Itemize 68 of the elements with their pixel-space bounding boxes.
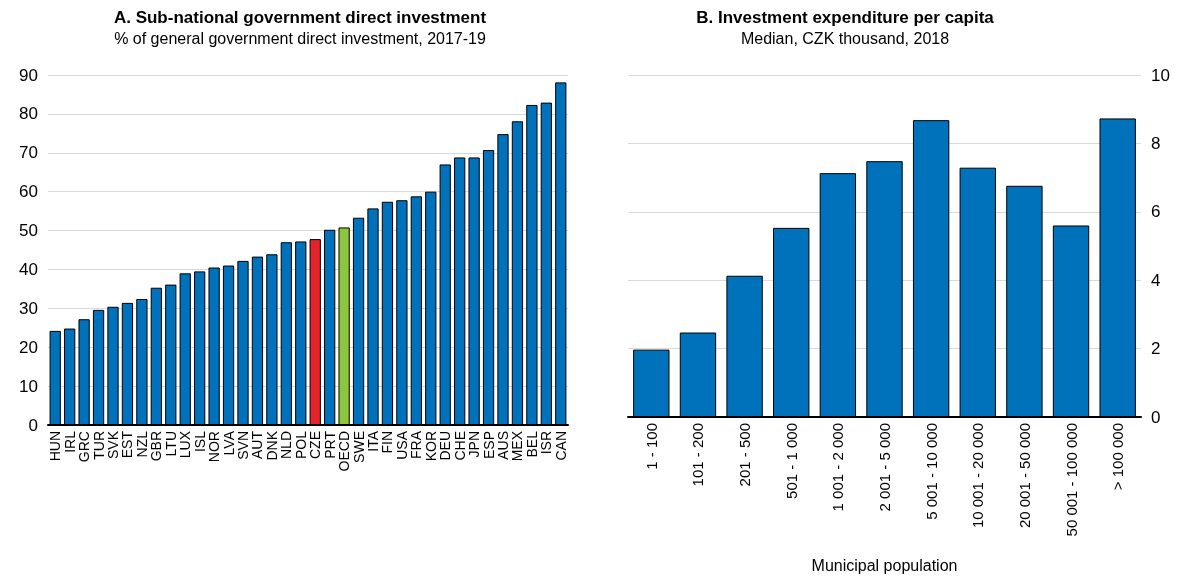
x-tick-label: FRA: [408, 430, 425, 459]
x-tick-label: DNK: [263, 430, 280, 461]
x-tick-label: FIN: [379, 431, 396, 454]
y-tick-label: 10: [19, 376, 38, 396]
y-tick-label: 20: [19, 337, 38, 357]
x-tick-label: GRC: [76, 431, 93, 463]
y2-tick-label: 10: [1151, 65, 1170, 85]
x-tick-label: 1 001 - 2 000: [829, 423, 847, 512]
x-tick-label: LTU: [162, 431, 179, 457]
x-tick-label: MEX: [509, 430, 526, 462]
x-tick-label: OECD: [336, 431, 353, 472]
x-tick-label: ISR: [538, 431, 555, 455]
x-tick-label: TUR: [90, 431, 107, 460]
x-tick-label: PRT: [321, 430, 338, 459]
x-tick-label: LUX: [177, 430, 194, 459]
x-tick-label: 1 - 100: [642, 423, 660, 470]
x-tick-label: LVA: [220, 430, 237, 456]
chart-subtitle: Median, CZK thousand, 2018: [740, 29, 950, 47]
x-tick-label: 20 001 - 50 000: [1015, 423, 1033, 529]
x-tick-label: NZL: [133, 430, 150, 458]
x-tick-label: DEU: [437, 431, 454, 461]
y-tick-label: 90: [19, 65, 38, 85]
x-tick-label: SVK: [105, 430, 121, 460]
x-tick-label: ISL: [191, 430, 208, 453]
y2-tick-label: 2: [1151, 339, 1161, 359]
x-tick-label: USA: [393, 430, 410, 460]
x-tick-label: NLD: [278, 431, 295, 460]
x-tick-label: SWE: [350, 431, 367, 463]
y2-tick-label: 6: [1151, 202, 1161, 222]
x-tick-label: BEL: [523, 430, 540, 458]
x-tick-label: 101 - 200: [689, 423, 707, 487]
x-tick-label: 201 - 500: [736, 423, 754, 487]
x-tick-label: AUS: [495, 431, 511, 460]
x-tick-label: KOR: [422, 431, 439, 462]
x-axis-title: Municipal population: [811, 556, 958, 574]
x-tick-label: CHE: [451, 431, 468, 461]
y2-tick-label: 8: [1151, 133, 1161, 153]
x-tick-label: HUN: [47, 431, 64, 462]
y-tick-label: 60: [19, 182, 38, 202]
x-tick-label: 5 001 - 10 000: [922, 423, 940, 520]
x-tick-label: GBR: [148, 431, 165, 462]
y2-tick-label: 0: [1151, 407, 1161, 427]
x-tick-label: POL: [292, 430, 309, 460]
y-tick-label: 0: [28, 415, 38, 435]
x-tick-label: AUT: [249, 430, 266, 459]
x-tick-label: SVN: [235, 431, 251, 460]
x-tick-label: IRL: [61, 430, 78, 453]
y-tick-label: 70: [19, 143, 38, 163]
chart-title: A. Sub-national government direct investment: [113, 8, 487, 27]
x-tick-label: NOR: [206, 431, 223, 463]
x-tick-label: CZE: [307, 431, 324, 459]
y-tick-label: 40: [19, 259, 38, 279]
x-tick-label: ESP: [480, 431, 497, 460]
x-tick-label: JPN: [466, 431, 483, 458]
chart-subtitle: % of general government direct investment, 2017-19: [114, 29, 486, 47]
x-tick-label: 2 001 - 5 000: [876, 423, 893, 512]
x-tick-label: 50 001 - 100 000: [1062, 423, 1080, 537]
x-tick-label: 501 - 1 000: [782, 423, 800, 499]
y-tick-label: 50: [19, 221, 38, 241]
y-tick-label: 80: [19, 104, 38, 124]
x-tick-label: ITA: [365, 430, 381, 452]
x-tick-label: EST: [119, 430, 136, 459]
chart-title: B. Investment expenditure per capita: [696, 8, 995, 27]
x-tick-label: CAN: [552, 431, 569, 461]
y2-tick-label: 4: [1151, 270, 1161, 290]
y-tick-label: 30: [19, 298, 38, 318]
x-tick-label: > 100 000: [1109, 423, 1127, 491]
x-tick-label: 10 001 - 20 000: [969, 423, 987, 529]
